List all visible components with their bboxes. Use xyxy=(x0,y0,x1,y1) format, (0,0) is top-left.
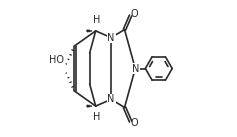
Circle shape xyxy=(87,105,89,107)
Text: H: H xyxy=(93,15,100,25)
Text: HO: HO xyxy=(49,55,64,65)
Circle shape xyxy=(89,30,90,32)
Text: N: N xyxy=(107,94,115,104)
Text: O: O xyxy=(130,9,138,19)
Text: N: N xyxy=(107,33,115,43)
Circle shape xyxy=(89,105,90,107)
Circle shape xyxy=(87,30,89,32)
Text: N: N xyxy=(132,64,139,73)
Text: O: O xyxy=(130,118,138,128)
Text: H: H xyxy=(93,112,100,122)
